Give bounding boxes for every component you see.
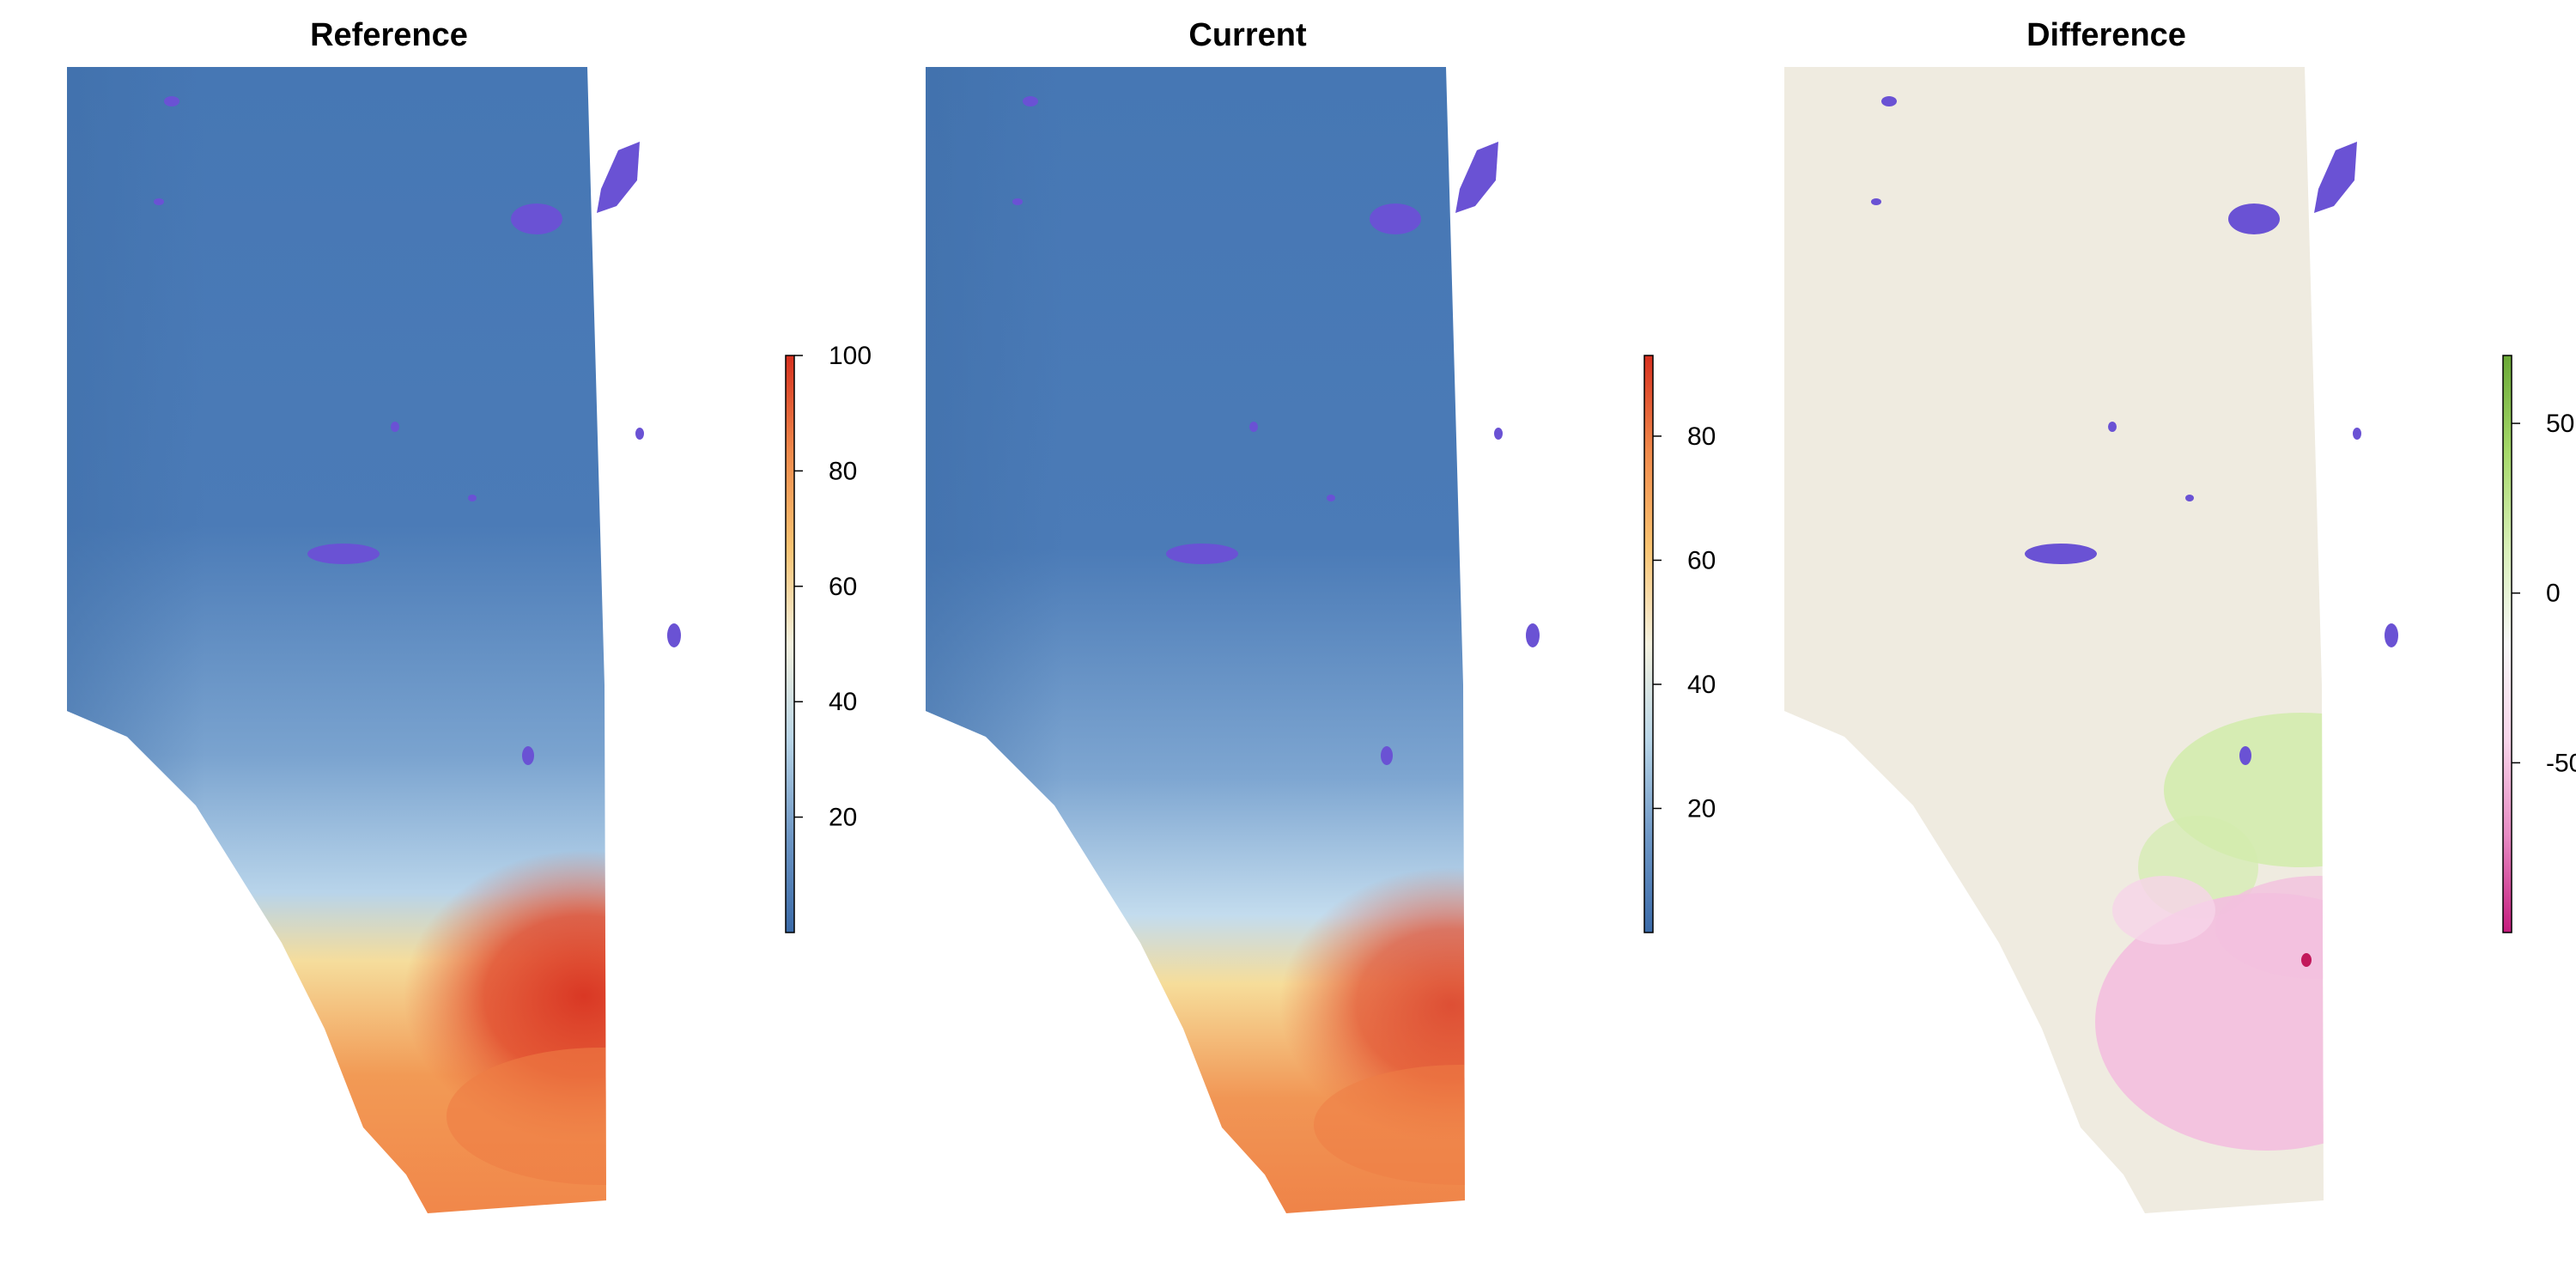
difference-legend: 50 0 -50 <box>2502 355 2576 933</box>
lake-shapes <box>154 96 681 765</box>
legend-tick-label: 0 <box>2546 580 2561 608</box>
legend-color-bar <box>2502 355 2512 933</box>
legend-color-bar <box>785 355 795 933</box>
legend-color-bar <box>1643 355 1654 933</box>
legend-tick-label: 60 <box>829 573 857 601</box>
panel-title-difference: Difference <box>2026 17 2186 53</box>
lake-shapes <box>1012 96 1540 765</box>
legend-tick-label: 20 <box>1687 794 1716 823</box>
legend-tick-label: 80 <box>1687 422 1716 451</box>
legend-tick-label: 50 <box>2546 410 2574 438</box>
current-map <box>926 67 1540 1213</box>
legend-tick-label: 60 <box>1687 546 1716 574</box>
legend-tick-label: 80 <box>829 457 857 485</box>
difference-map <box>1784 67 2398 1213</box>
legend-tick-label: 100 <box>829 342 872 370</box>
legend-tick-label: 40 <box>829 688 857 716</box>
reference-legend: 20 40 60 80 100 <box>785 342 872 933</box>
current-legend: 20 40 60 80 <box>1643 355 1716 933</box>
lake-shapes <box>1871 96 2398 765</box>
panel-title-current: Current <box>1188 17 1307 53</box>
legend-tick-label: -50 <box>2546 749 2576 777</box>
panel-title-reference: Reference <box>310 17 468 53</box>
legend-tick-label: 40 <box>1687 671 1716 699</box>
reference-map <box>67 67 681 1213</box>
legend-tick-label: 20 <box>829 804 857 832</box>
